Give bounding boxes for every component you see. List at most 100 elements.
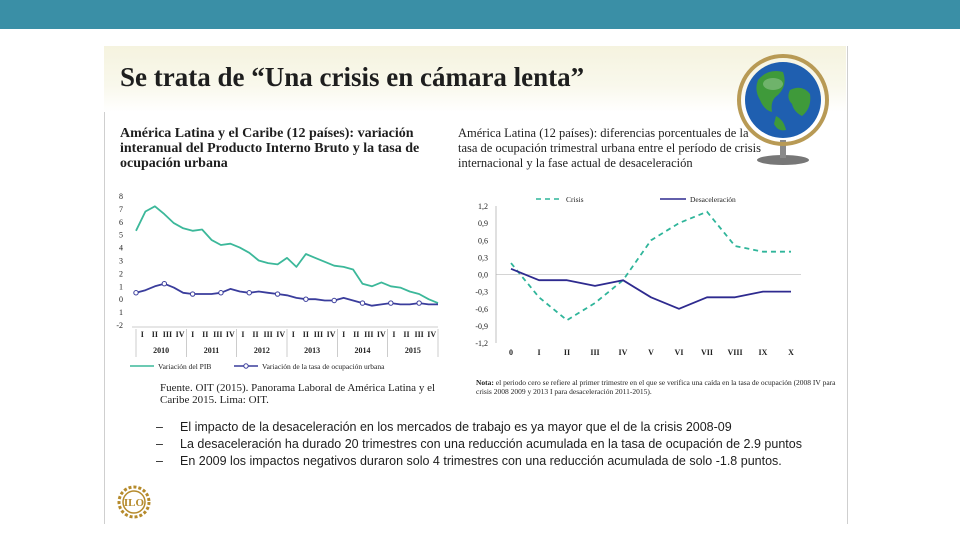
x-category-label: IV <box>619 348 628 357</box>
data-point <box>416 300 422 306</box>
x-quarter-label: II <box>303 330 309 339</box>
bullet-list: – El impacto de la desaceleración en los … <box>156 420 836 471</box>
data-point <box>246 290 252 296</box>
note-label: Nota: <box>476 378 494 387</box>
x-year-label: 2012 <box>254 346 270 355</box>
x-category-label: 0 <box>509 348 513 357</box>
y-tick-label: 4 <box>119 244 123 253</box>
y-tick-label: 1,2 <box>478 202 488 211</box>
x-category-label: I <box>537 348 540 357</box>
series-line <box>510 210 791 322</box>
data-point <box>218 290 224 296</box>
y-tick-label: 6 <box>119 218 123 227</box>
y-tick-label: -2 <box>116 321 123 330</box>
y-tick-label: -0,3 <box>475 288 488 297</box>
bullet-text: El impacto de la desaceleración en los m… <box>180 420 732 434</box>
bullet-item: – La desaceleración ha durado 20 trimestr… <box>156 437 836 452</box>
crisis-deceleration-line-chart: 1,20,90,60,30,0-0,3-0,6-0,9-1,20 I II III IV… <box>475 195 801 357</box>
x-category-label: V <box>648 348 654 357</box>
x-quarter-label: I <box>191 330 194 339</box>
x-quarter-label: I <box>241 330 244 339</box>
x-quarter-label: III <box>163 330 172 339</box>
data-point <box>189 291 196 297</box>
bullet-item: – En 2009 los impactos negativos duraron … <box>156 454 836 469</box>
x-category-label: VI <box>675 348 684 357</box>
legend-label: Variación de la tasa de ocupación urbana <box>262 362 385 371</box>
legend-label: Desaceleración <box>690 195 736 204</box>
y-tick-label: 1 <box>119 282 123 291</box>
slide-title: Se trata de “Una crisis en cámara lenta” <box>120 62 585 92</box>
x-year-label: 2013 <box>304 346 320 355</box>
source-note: Fuente. OIT (2015). Panorama Laboral de … <box>160 382 436 406</box>
x-year-label: 2011 <box>204 346 220 355</box>
x-year-label: 2010 <box>153 346 169 355</box>
globe-icon <box>737 54 829 165</box>
x-quarter-label: III <box>314 330 323 339</box>
y-tick-label: 0,0 <box>478 271 488 280</box>
legend-label: Crisis <box>566 195 584 204</box>
left-chart-title: América Latina y el Caribe (12 países): … <box>120 126 420 171</box>
y-tick-label: -0,6 <box>475 305 488 314</box>
x-quarter-label: II <box>403 330 409 339</box>
x-category-label: III <box>590 348 599 357</box>
x-quarter-label: I <box>141 330 144 339</box>
x-quarter-label: IV <box>226 330 235 339</box>
y-tick-label: 0,6 <box>478 236 488 245</box>
y-tick-label: 0,9 <box>478 219 488 228</box>
x-quarter-label: I <box>342 330 345 339</box>
y-tick-label: 3 <box>119 257 123 266</box>
data-point <box>303 296 309 302</box>
y-tick-label: 0,3 <box>478 253 488 262</box>
y-tick-label: -1,2 <box>475 339 488 348</box>
y-tick-label: 0 <box>119 295 123 304</box>
y-tick-label: 5 <box>119 231 123 240</box>
x-category-label: IX <box>759 348 768 357</box>
data-point <box>161 281 168 287</box>
note-text: el periodo cero se refiere al primer tri… <box>476 378 836 396</box>
x-quarter-label: II <box>252 330 258 339</box>
legend-marker <box>243 363 249 369</box>
y-tick-label: 8 <box>119 192 123 201</box>
x-quarter-label: IV <box>327 330 336 339</box>
top-accent-bar <box>0 0 960 29</box>
x-quarter-label: II <box>202 330 208 339</box>
x-quarter-label: III <box>213 330 222 339</box>
data-point <box>274 291 281 297</box>
x-quarter-label: I <box>392 330 395 339</box>
bullet-text: En 2009 los impactos negativos duraron s… <box>180 454 782 468</box>
slide-canvas <box>104 46 848 524</box>
x-year-label: 2015 <box>405 346 421 355</box>
x-quarter-label: II <box>353 330 359 339</box>
x-category-label: X <box>788 348 794 357</box>
ilo-logo-text: ILO <box>124 497 145 509</box>
y-tick-label: 7 <box>119 205 123 214</box>
bullet-text: La desaceleración ha durado 20 trimestre… <box>180 437 802 451</box>
x-quarter-label: III <box>263 330 272 339</box>
y-tick-label: -0,9 <box>475 322 488 331</box>
y-tick-label: 2 <box>119 269 123 278</box>
data-point <box>359 300 366 306</box>
x-quarter-label: IV <box>176 330 185 339</box>
ilo-logo: ILO <box>117 485 151 519</box>
x-quarter-label: IV <box>377 330 386 339</box>
x-quarter-label: III <box>364 330 373 339</box>
series-line <box>135 205 439 304</box>
legend-label: Variación del PIB <box>158 362 211 371</box>
y-tick-label: 1 <box>119 308 123 317</box>
x-quarter-label: II <box>152 330 158 339</box>
x-category-label: II <box>564 348 570 357</box>
series-line <box>510 267 791 310</box>
series-line <box>135 282 438 307</box>
bullet-item: – El impacto de la desaceleración en los … <box>156 420 836 435</box>
chart-note: Nota: el periodo cero se refiere al prim… <box>476 378 836 396</box>
data-point <box>331 297 337 304</box>
x-quarter-label: IV <box>276 330 285 339</box>
slide-header-band <box>104 46 846 112</box>
right-chart-title: América Latina (12 países): diferencias … <box>458 126 762 170</box>
data-point <box>133 290 139 296</box>
x-category-label: VIII <box>727 348 742 357</box>
bullet-dash: – <box>156 420 163 434</box>
x-category-label: VII <box>701 348 713 357</box>
data-point <box>388 300 394 306</box>
